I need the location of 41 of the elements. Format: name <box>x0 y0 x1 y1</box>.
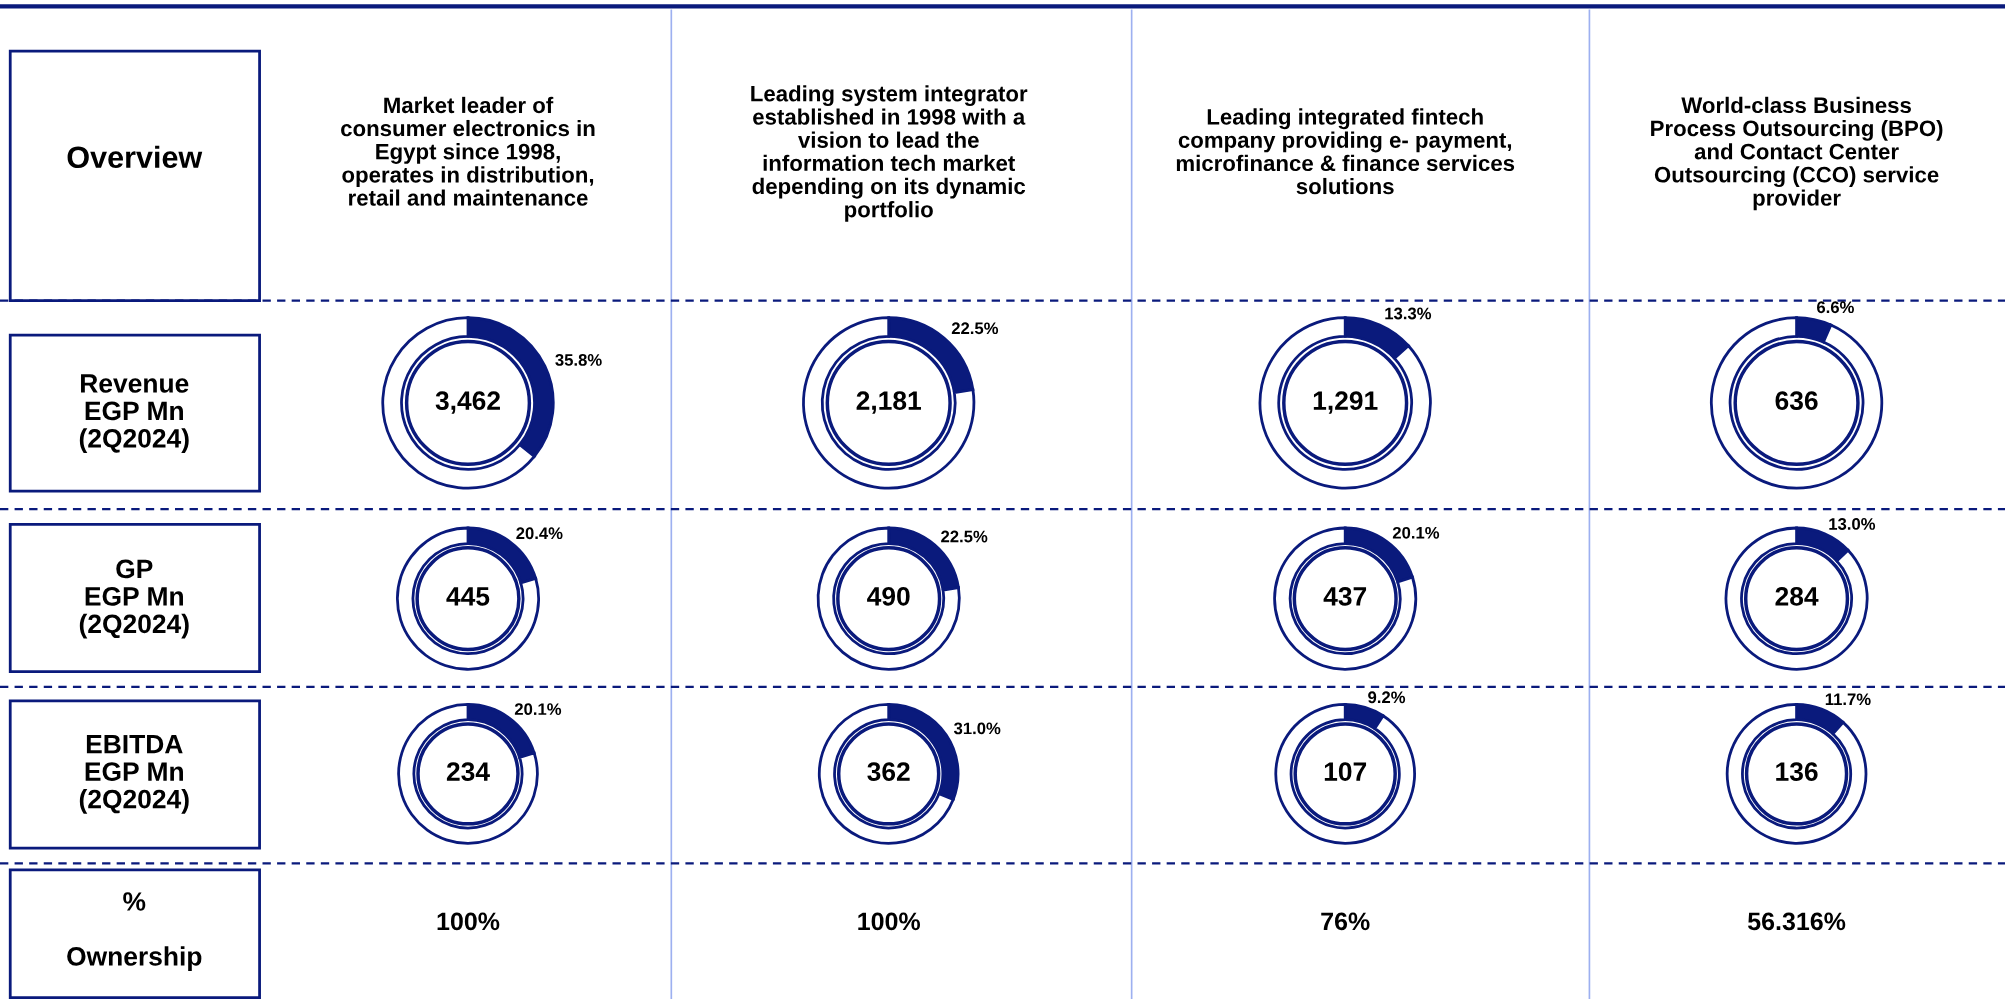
text: 107 <box>1324 762 1367 781</box>
data-label: 35.8% <box>555 354 602 366</box>
text: % Ownership <box>67 892 202 971</box>
donut-slice <box>1725 703 1868 845</box>
donut-slice <box>1709 316 1884 490</box>
data-label: 20.4% <box>516 527 563 540</box>
text: Overview <box>67 145 203 169</box>
text: 437 <box>1323 587 1367 606</box>
text: 1,291 <box>1313 391 1378 414</box>
text: Leading integrated fintech company providing e- payment, microfinance & finance services solutions <box>1176 108 1515 195</box>
text: Leading system integrator established in 1998 with a vision to lead the information tech market depending on its dynamic portfolio <box>751 85 1028 222</box>
data-label: 6.6% <box>1817 301 1854 314</box>
text: 490 <box>867 587 910 606</box>
text: 445 <box>446 587 490 606</box>
text: 100% <box>437 912 500 931</box>
text: World-class Business Process Outsourcing (BPO) and Contact Center Outsourcing (CCO) service provider <box>1651 96 1943 211</box>
text: 136 <box>1776 762 1818 781</box>
data-label: 20.1% <box>514 703 562 716</box>
donut-slice <box>1274 703 1416 845</box>
data-label: 20.1% <box>1392 526 1440 539</box>
data-label: 9.2% <box>1368 691 1406 704</box>
text: GP EGP Mn (2Q2024) <box>79 559 189 639</box>
data-label: 31.0% <box>953 722 1001 735</box>
text: Market leader of consumer electronics in Egypt since 1998, operates in distribution, retail and maintenance <box>341 96 595 206</box>
text: 56.316% <box>1748 912 1846 931</box>
text: Revenue EGP Mn (2Q2024) <box>79 374 189 453</box>
donut-slice <box>817 703 955 845</box>
text: 76% <box>1321 912 1370 931</box>
data-label: 22.5% <box>941 530 988 543</box>
data-label: 13.3% <box>1385 307 1432 320</box>
text: 636 <box>1775 391 1818 411</box>
text: 284 <box>1775 587 1819 606</box>
text: 3,462 <box>435 391 500 414</box>
text: 362 <box>867 762 910 781</box>
text: EBITDA EGP Mn (2Q2024) <box>79 735 189 814</box>
text: 234 <box>446 762 490 781</box>
data-label: 11.7% <box>1825 693 1871 706</box>
data-label: 13.0% <box>1829 518 1876 530</box>
text: 100% <box>858 912 921 931</box>
data-label: 22.5% <box>951 322 999 335</box>
text: 2,181 <box>856 391 921 414</box>
